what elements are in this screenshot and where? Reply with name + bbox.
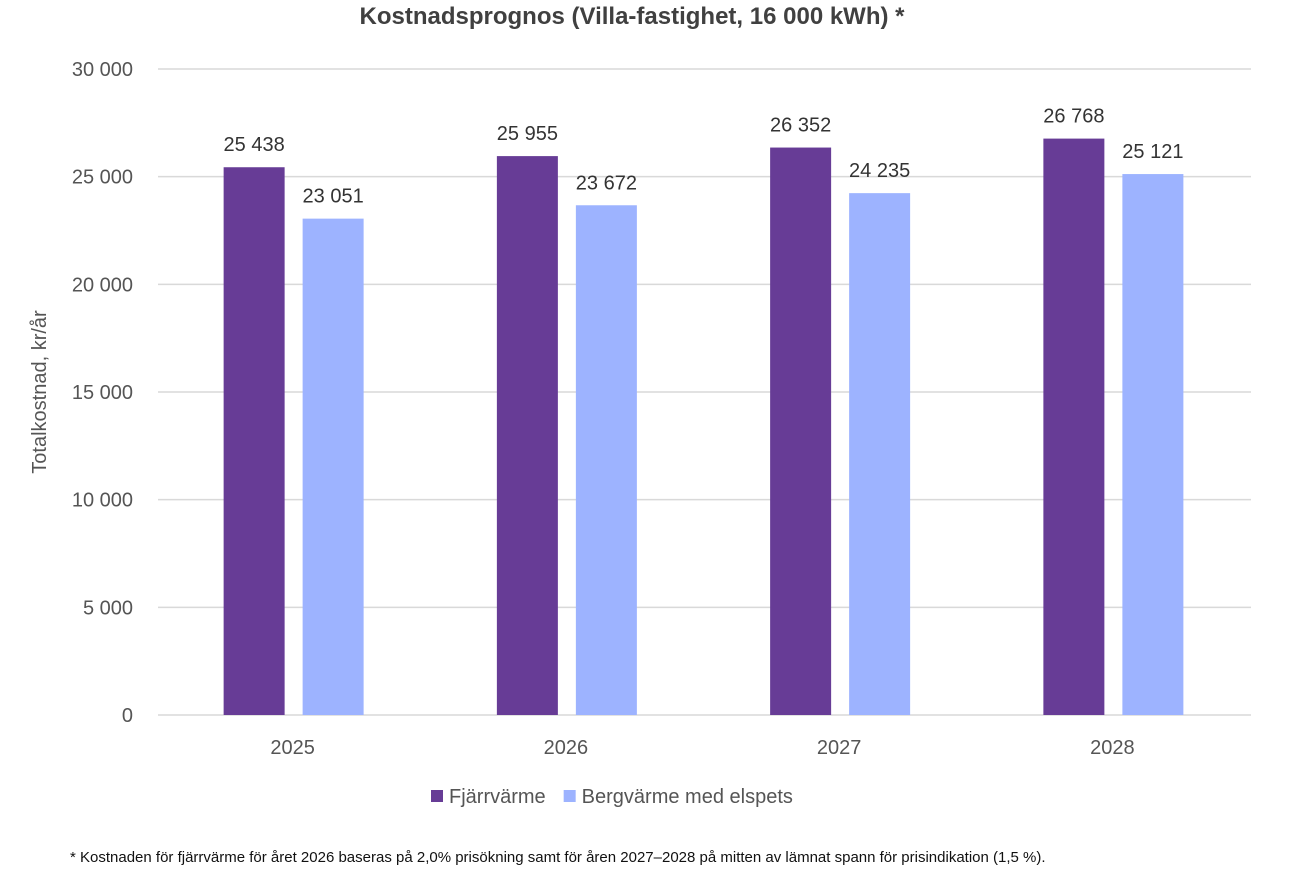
bar-bergvarme-2025 <box>302 218 364 715</box>
data-label: 25 121 <box>1122 141 1183 163</box>
data-label: 25 955 <box>497 123 558 145</box>
legend-swatch <box>431 790 443 802</box>
chart-title: Kostnadsprognos (Villa-fastighet, 16 000… <box>360 3 906 30</box>
y-tick-label: 15 000 <box>72 382 133 404</box>
y-tick-label: 20 000 <box>72 274 133 296</box>
y-tick-label: 25 000 <box>72 167 133 189</box>
x-tick-label: 2027 <box>817 737 862 759</box>
footnote: * Kostnaden för fjärrvärme för året 2026… <box>70 849 1046 866</box>
data-label: 23 672 <box>576 172 637 194</box>
bar-fjarrvarme-2028 <box>1043 138 1105 716</box>
data-label: 25 438 <box>224 134 285 156</box>
x-tick-label: 2025 <box>270 737 315 759</box>
x-tick-label: 2026 <box>544 737 589 759</box>
y-tick-label: 0 <box>122 705 133 727</box>
y-tick-label: 30 000 <box>72 59 133 81</box>
legend-swatch <box>563 790 576 802</box>
data-label: 23 051 <box>303 186 364 208</box>
legend-label: Fjärrvärme <box>449 786 546 808</box>
bar-bergvarme-2026 <box>575 205 637 715</box>
legend-label: Bergvärme med elspets <box>582 786 793 808</box>
bar-bergvarme-2028 <box>1122 174 1184 715</box>
x-tick-label: 2028 <box>1090 737 1135 759</box>
bar-fjarrvarme-2026 <box>496 156 558 715</box>
y-tick-label: 5 000 <box>83 597 133 619</box>
y-tick-label: 10 000 <box>72 490 133 512</box>
bar-bergvarme-2027 <box>849 193 911 716</box>
bar-fjarrvarme-2025 <box>223 167 285 716</box>
bar-fjarrvarme-2027 <box>770 147 832 716</box>
data-label: 26 352 <box>770 115 831 137</box>
data-label: 24 235 <box>849 160 910 182</box>
y-axis-label: Totalkostnad, kr/år <box>29 310 51 474</box>
data-label: 26 768 <box>1043 106 1104 128</box>
